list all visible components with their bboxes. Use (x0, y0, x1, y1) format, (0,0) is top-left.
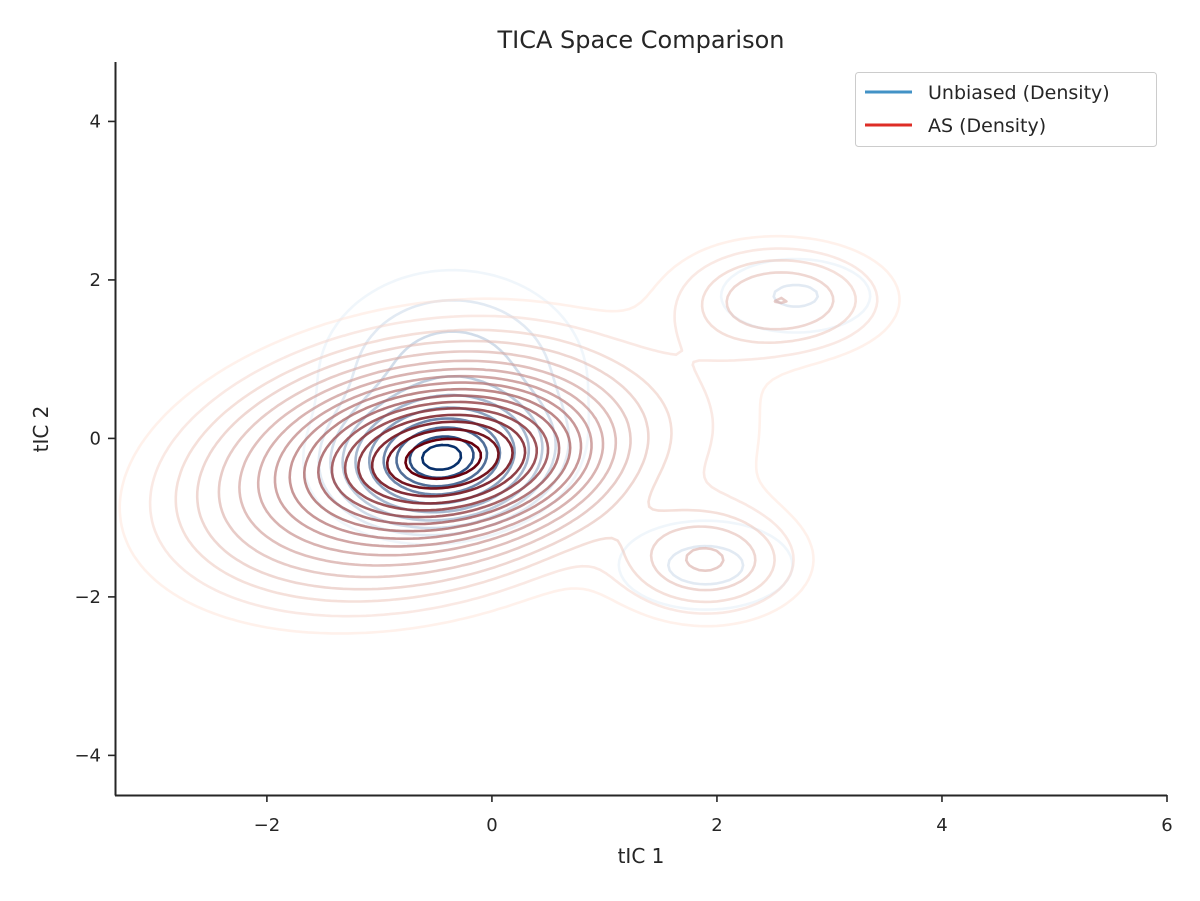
density-contour-line (174, 259, 857, 604)
density-contour-line (118, 234, 901, 635)
density-contour-line (238, 359, 618, 567)
density-contour-line (303, 387, 572, 533)
chart-title: TICA Space Comparison (496, 26, 784, 54)
density-contour-line (385, 428, 500, 490)
x-tick-label: 2 (711, 815, 722, 836)
y-axis-label: tIC 2 (29, 406, 53, 453)
density-contour-line (302, 257, 872, 611)
density-contour-line (317, 394, 561, 526)
legend: Unbiased (Density) AS (Density) (855, 72, 1157, 147)
density-contour-line (148, 247, 879, 618)
x-axis-label: tIC 1 (618, 844, 665, 868)
y-tick-label: 0 (90, 428, 101, 449)
y-tick-label: −2 (74, 587, 101, 608)
x-tick-label: 4 (936, 815, 947, 836)
series-0-contours (302, 257, 872, 611)
density-contour-line (256, 367, 605, 557)
density-contour-line (370, 420, 514, 498)
legend-frame (855, 72, 1157, 147)
y-tick-label: −4 (74, 745, 101, 766)
density-contour-line (404, 437, 483, 481)
y-tick-label: 4 (90, 111, 101, 132)
density-contour-line (273, 374, 593, 548)
x-axis-ticks: −2 0 2 4 6 (254, 795, 1173, 836)
y-tick-label: 2 (90, 270, 101, 291)
density-contour-line (195, 271, 835, 592)
x-tick-label: 0 (486, 815, 497, 836)
density-contour-line (330, 400, 550, 519)
x-tick-label: −2 (254, 815, 281, 836)
density-contour-line (395, 426, 489, 488)
density-contour-line (288, 381, 583, 540)
density-contour-line (217, 296, 788, 579)
density-contour-line (343, 407, 538, 512)
density-contour-line (357, 413, 527, 505)
legend-label-as: AS (Density) (928, 115, 1046, 137)
density-contour-line (421, 443, 463, 471)
series-1-contours (118, 234, 901, 635)
contour-layer (118, 234, 901, 635)
y-axis-ticks: −4 −2 0 2 4 (74, 111, 115, 766)
density-contour-line (408, 435, 475, 480)
x-tick-label: 6 (1161, 815, 1172, 836)
legend-label-unbiased: Unbiased (Density) (928, 82, 1110, 104)
